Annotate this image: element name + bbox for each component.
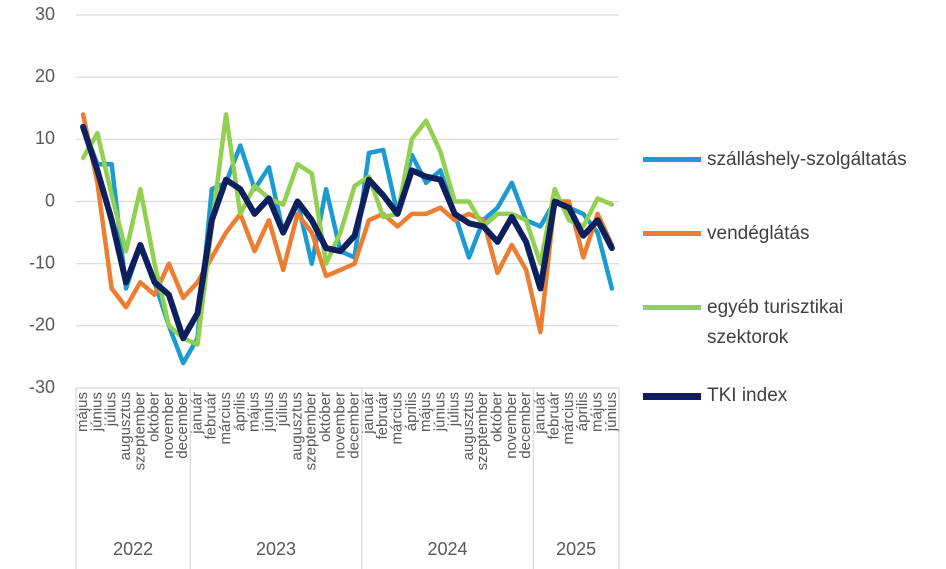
y-tick-label: -30: [29, 377, 55, 397]
x-tick-label: augusztus: [288, 392, 305, 460]
x-tick-label: október: [146, 392, 163, 442]
x-tick-label: július: [103, 392, 120, 427]
x-tick-label: augusztus: [460, 392, 477, 460]
legend-item: TKI index: [643, 376, 943, 450]
x-tick-label: november: [503, 392, 520, 459]
x-tick-label: február: [203, 392, 220, 440]
year-label: 2023: [256, 539, 296, 559]
legend-item: szálláshely-szolgáltatás: [643, 140, 943, 214]
x-tick-label: március: [560, 392, 577, 445]
y-tick-label: 10: [35, 128, 55, 148]
x-tick-label: január: [360, 392, 377, 435]
x-tick-label: június: [260, 392, 277, 432]
y-tick-label: -10: [29, 252, 55, 272]
x-tick-label: szeptember: [131, 392, 148, 470]
legend-swatch: [643, 157, 701, 162]
x-tick-label: február: [374, 392, 391, 440]
series-line: [80, 112, 615, 347]
year-label: 2024: [428, 539, 468, 559]
x-tick-label: június: [603, 392, 620, 432]
x-tick-label: október: [317, 392, 334, 442]
x-tick-label: december: [174, 392, 191, 459]
x-tick-label: április: [403, 392, 420, 431]
x-tick-label: június: [431, 392, 448, 432]
x-tick-label: december: [517, 392, 534, 459]
x-tick-label: július: [446, 392, 463, 427]
x-tick-label: augusztus: [117, 392, 134, 460]
legend-label: szálláshely-szolgáltatás: [707, 149, 907, 170]
legend-swatch: [643, 231, 701, 236]
x-tick-label: március: [388, 392, 405, 445]
legend-label: vendéglátás: [707, 223, 810, 244]
legend-label: egyéb turisztikai szektorok: [707, 297, 844, 348]
x-tick-label: május: [246, 392, 263, 432]
series-line: [80, 123, 615, 342]
y-tick-label: 0: [45, 190, 55, 210]
x-tick-label: november: [331, 392, 348, 459]
y-tick-label: 20: [35, 66, 55, 86]
x-tick-label: május: [589, 392, 606, 432]
x-tick-label: július: [274, 392, 291, 427]
x-tick-label: június: [88, 392, 105, 432]
y-tick-label: -20: [29, 315, 55, 335]
x-tick-label: március: [217, 392, 234, 445]
x-tick-label: december: [346, 392, 363, 459]
x-tick-label: április: [574, 392, 591, 431]
x-tick-label: szeptember: [474, 392, 491, 470]
x-tick-label: január: [531, 392, 548, 435]
x-tick-label: április: [231, 392, 248, 431]
x-tick-label: szeptember: [303, 392, 320, 470]
series-line: [80, 112, 615, 335]
legend-item: vendéglátás: [643, 214, 943, 288]
y-tick-label: 30: [35, 4, 55, 24]
legend-label: TKI index: [707, 385, 788, 406]
series-line: [80, 124, 615, 366]
legend: szálláshely-szolgáltatás vendéglátás egyéb…: [643, 140, 943, 450]
x-tick-label: október: [489, 392, 506, 442]
x-tick-label: november: [160, 392, 177, 459]
legend-item: egyéb turisztikai szektorok: [643, 288, 943, 376]
year-label: 2022: [113, 539, 153, 559]
legend-swatch: [643, 393, 701, 400]
legend-swatch: [643, 305, 701, 310]
x-tick-label: január: [188, 392, 205, 435]
x-tick-label: február: [546, 392, 563, 440]
year-label: 2025: [556, 539, 596, 559]
x-tick-label: május: [74, 392, 91, 432]
x-tick-label: május: [417, 392, 434, 432]
